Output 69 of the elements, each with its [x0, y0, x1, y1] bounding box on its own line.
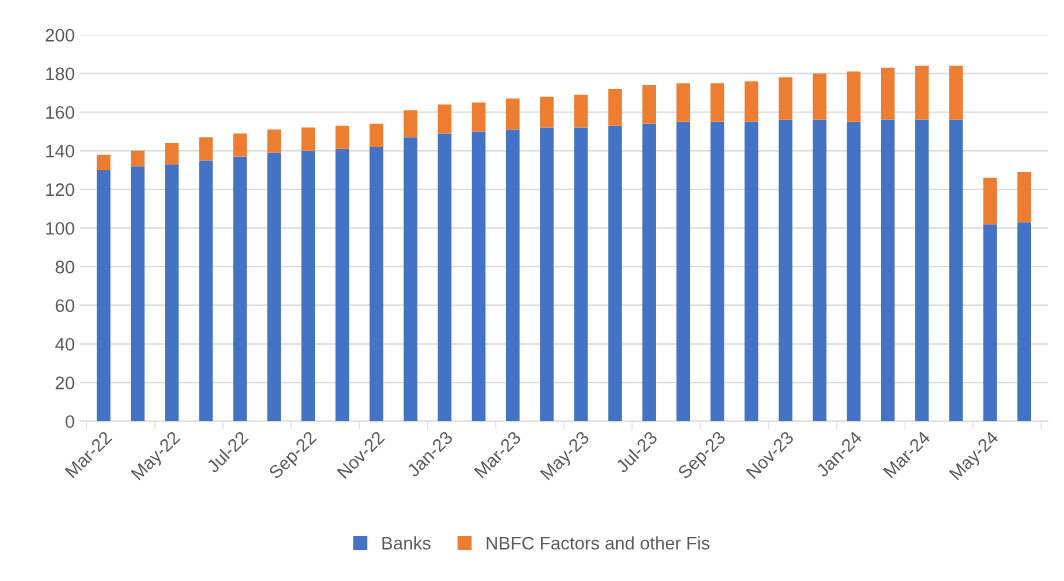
bar [403, 137, 418, 422]
y-tick-label: 20 [55, 376, 75, 390]
bar [1017, 172, 1031, 223]
bar [915, 65, 929, 120]
bar [812, 119, 827, 422]
bar [505, 129, 520, 422]
y-tick-label: 0 [65, 415, 75, 428]
bar [574, 127, 588, 422]
bar [369, 146, 384, 422]
bar [642, 123, 656, 422]
bar [642, 85, 656, 124]
y-tick-label: 120 [46, 183, 75, 197]
y-tick-label: 140 [46, 144, 75, 158]
bar [301, 127, 316, 151]
y-tick-label: 60 [55, 299, 75, 313]
bar [130, 166, 145, 422]
bar [233, 156, 247, 422]
bar [471, 131, 486, 422]
bar [96, 170, 111, 422]
bar [335, 125, 350, 149]
bar [267, 152, 281, 422]
bar [403, 110, 418, 138]
bar [846, 121, 861, 422]
bar [199, 137, 213, 161]
bar [812, 73, 827, 120]
bar [949, 65, 963, 120]
bar [880, 119, 895, 422]
bar [744, 121, 759, 422]
bar [437, 133, 452, 422]
bar [608, 125, 622, 422]
bar [710, 121, 725, 422]
y-tick-label: 80 [55, 260, 75, 274]
legend-label: NBFC Factors and other Fis [486, 536, 710, 550]
y-tick-label: 40 [55, 337, 75, 351]
bar [505, 98, 520, 130]
bar [165, 164, 179, 422]
bar [676, 83, 691, 122]
bar [335, 148, 350, 422]
bar [540, 96, 554, 128]
bar [574, 94, 588, 128]
bar [778, 119, 793, 422]
bar [710, 83, 725, 122]
bar [437, 104, 452, 134]
bar [846, 71, 861, 122]
legend-label: Banks [382, 536, 431, 550]
y-tick-label: 100 [46, 221, 75, 235]
bar [199, 160, 213, 422]
bar [983, 224, 997, 422]
bar [983, 177, 997, 225]
y-tick-label: 160 [46, 106, 75, 119]
bar [165, 143, 179, 165]
bar [233, 133, 247, 157]
bar [949, 119, 963, 422]
y-tick-label: 180 [46, 67, 75, 81]
bar [540, 127, 554, 422]
bar [369, 123, 384, 147]
bar [267, 129, 281, 153]
bar [778, 77, 793, 120]
bar [744, 81, 759, 122]
bar [608, 88, 622, 126]
bar [301, 150, 316, 422]
bar [676, 121, 691, 422]
bar [915, 119, 929, 422]
bar [471, 102, 486, 132]
bar [130, 150, 145, 167]
y-tick-label: 200 [45, 28, 75, 42]
bar [96, 154, 111, 171]
bar [880, 67, 895, 120]
bar [1017, 222, 1031, 422]
